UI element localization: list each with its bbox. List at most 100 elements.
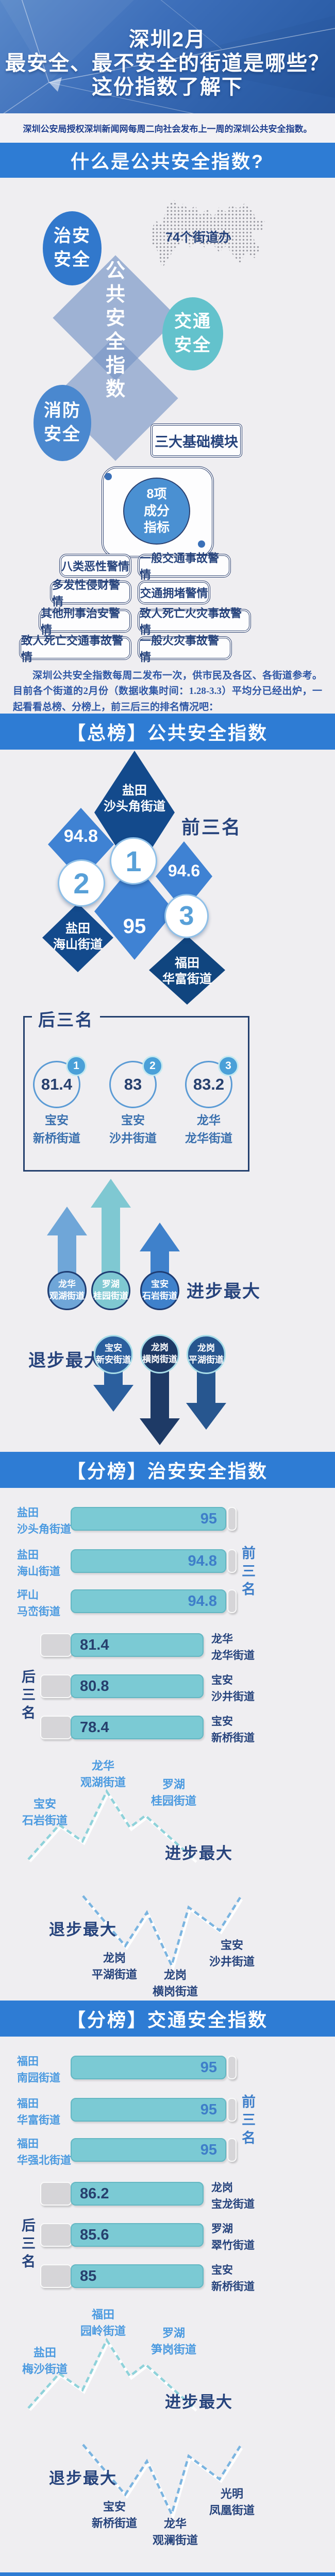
rank3-number: 3 <box>164 894 209 938</box>
bottom3-circle: 81.4 <box>33 1061 80 1108</box>
bottom3-circle: 83 <box>109 1061 157 1108</box>
indicator-item: 八类恶性警情 <box>59 554 131 578</box>
progress-zigzag-line <box>27 1789 197 1863</box>
map-label: 74个街道办 <box>165 230 231 245</box>
bottom3-name: 宝安 沙井街道 <box>109 1113 157 1145</box>
section-band-what-is: 什么是公共安全指数? <box>0 143 335 178</box>
decline-zigzag-line <box>82 1895 243 1970</box>
indicator-item: 一般交通事故警情 <box>138 552 231 581</box>
indicator-item: 其他刑事治安警情 <box>39 607 131 636</box>
decline-name: 龙岗 横岗街道 <box>152 1969 198 1998</box>
bar-row: 坪山 马峦街道 94.8 <box>0 1589 335 1618</box>
intro-strip: 深圳公安局授权深圳新闻网每周二向社会发布上一周的深圳公共安全指数。 <box>0 113 335 143</box>
decline-name: 光明 凤凰街道 <box>209 2487 255 2517</box>
intro-text: 深圳公安局授权深圳新闻网每周二向社会发布上一周的深圳公共安全指数。 <box>23 124 312 134</box>
progress-name: 福田 园岭街道 <box>80 2308 126 2337</box>
header-banner: 深圳2月 最安全、最不安全的街道是哪些？ 这份指数了解下 <box>0 0 335 113</box>
bar-cap <box>40 1674 72 1698</box>
bottom3-box <box>23 1016 249 1172</box>
progress-name: 罗湖 笋岗街道 <box>150 2327 196 2356</box>
traffic-board-section: 福田 南园街道 95 福田 华富街道 95 福田 华强北街道 95 前三名 86.2 … <box>0 2037 335 2572</box>
section-band-fire: 【分榜】消防安全指数 <box>0 2572 335 2576</box>
rank1-number: 1 <box>110 837 157 885</box>
concept-section: 74个街道办 公共安全指数 治安 安全 交通 安全 消防 安全 三大基础模块 8… <box>0 178 335 714</box>
bottom3-name: 龙华 龙华街道 <box>185 1113 232 1145</box>
rank3-name: 福田 华富街道 <box>162 956 212 987</box>
progress-name: 盐田 梅沙街道 <box>22 2346 68 2376</box>
progress-label: 进步最大 <box>165 2393 233 2411</box>
bottom3-name: 宝安 新桥街道 <box>33 1113 80 1145</box>
top3-label: 前三名 <box>240 1546 255 1600</box>
rank2-score: 94.8 <box>63 826 98 846</box>
bar-cap <box>227 2098 237 2122</box>
bar-row: 85.6 罗湖 翠竹街道 <box>0 2223 335 2251</box>
bar-row: 78.4 宝安 新桥街道 <box>0 1716 335 1744</box>
bottom3-rank-badge: 2 <box>142 1056 163 1076</box>
bar-cap <box>40 2182 72 2206</box>
indicator-badge-circle: 8项 成分 指标 <box>123 478 190 545</box>
score-bar: 95 <box>71 2056 226 2079</box>
decline-name: 龙岗 平湖街道 <box>91 1952 137 1981</box>
indicator-item: 致人死亡交通事故警情 <box>19 634 131 664</box>
mesh-decoration <box>0 0 335 113</box>
rank2-number: 2 <box>58 859 105 907</box>
fire-safety-circle: 消防 安全 <box>34 385 91 461</box>
progress-name: 罗湖 桂园街道 <box>150 1778 196 1807</box>
bottom3-circle: 83.2 <box>185 1061 232 1108</box>
indicator-item: 致人死亡火灾事故警情 <box>138 607 251 636</box>
score-bar: 95 <box>71 2098 226 2122</box>
main-title-line3: 这份指数了解下 <box>92 76 243 98</box>
main-title-line1: 深圳2月 <box>128 28 207 51</box>
score-bar: 85 <box>71 2264 204 2288</box>
center-diamond-label: 公共安全指数 <box>105 260 125 400</box>
bottom3-rank-badge: 3 <box>218 1056 239 1076</box>
indicator-item: 交通拥堵警情 <box>138 581 210 604</box>
decline-label: 退步最大 <box>49 1921 117 1939</box>
indicator-item: 多发性侵财警情 <box>50 579 131 608</box>
down-arrow: 龙岗 平湖街道 <box>186 1335 226 1433</box>
bar-row: 福田 华富街道 95 <box>0 2098 335 2126</box>
bottom3-label: 后三名 <box>32 1006 100 1031</box>
score-bar: 81.4 <box>71 1633 204 1657</box>
section-band-traffic: 【分榜】交通安全指数 <box>0 2001 335 2037</box>
main-title-line2: 最安全、最不安全的街道是哪些？ <box>5 52 330 75</box>
bar-cap <box>40 2223 72 2247</box>
section-band-police: 【分榜】治安安全指数 <box>0 1452 335 1488</box>
bottom3-rank-badge: 1 <box>66 1056 87 1076</box>
score-bar: 94.8 <box>71 1589 226 1613</box>
progress-label: 进步最大 <box>187 1282 261 1301</box>
down-arrow: 宝安 新安街道 <box>93 1335 133 1417</box>
bar-cap <box>40 2264 72 2288</box>
score-bar: 86.2 <box>71 2182 204 2206</box>
bottom3-label: 后三名 <box>20 2218 35 2272</box>
bar-cap <box>40 1633 72 1657</box>
bottom3-label: 后三名 <box>20 1669 35 1723</box>
top3-label: 前三名 <box>181 817 242 838</box>
bar-row: 81.4 龙华 龙华街道 <box>0 1633 335 1662</box>
bar-cap <box>227 2056 237 2079</box>
bar-cap <box>227 1507 237 1531</box>
decline-zigzag-line <box>82 2444 243 2518</box>
bar-row: 盐田 沙头角街道 95 <box>0 1507 335 1535</box>
progress-label: 进步最大 <box>165 1844 233 1862</box>
bar-row: 福田 华强北街道 95 <box>0 2138 335 2166</box>
progress-zigzag-line <box>27 2337 197 2412</box>
progress-name: 龙华 观湖街道 <box>80 1759 126 1789</box>
bar-cap <box>40 1716 72 1739</box>
traffic-safety-circle: 交通 安全 <box>162 297 223 370</box>
bar-row: 盐田 海山街道 94.8 <box>0 1549 335 1578</box>
overall-section: 盐田 沙头角街道 94.8 94.6 95 盐田 海山街道 福田 华富街道 1 2 3… <box>0 751 335 1452</box>
decline-name: 龙华 观澜街道 <box>152 2517 198 2547</box>
indicator-dot-bottomright <box>198 540 205 548</box>
bar-row: 80.8 宝安 沙井街道 <box>0 1674 335 1703</box>
police-board-section: 盐田 沙头角街道 95 盐田 海山街道 94.8 坪山 马峦街道 94.8 前三名 8… <box>0 1488 335 2001</box>
up-arrow: 龙华 观湖街道 <box>47 1207 87 1312</box>
score-bar: 85.6 <box>71 2223 204 2247</box>
score-bar: 95 <box>71 1507 226 1531</box>
score-bar: 80.8 <box>71 1674 204 1698</box>
decline-name: 宝安 新桥街道 <box>91 2500 137 2530</box>
down-arrow: 龙岗 横岗街道 <box>140 1334 180 1448</box>
indicator-dot-topleft <box>105 473 112 480</box>
score-bar: 95 <box>71 2138 226 2162</box>
